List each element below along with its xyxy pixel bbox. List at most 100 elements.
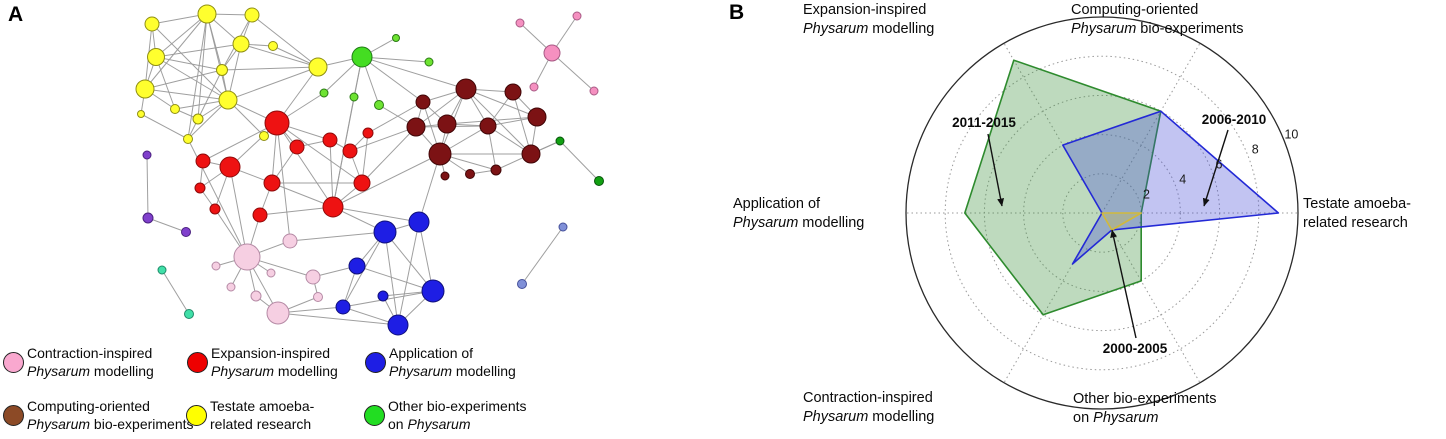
- network-node-computing: [490, 164, 502, 176]
- network-node-green_small: [374, 100, 384, 110]
- text-label: Application of: [733, 196, 821, 212]
- network-node-contraction: [226, 282, 236, 292]
- network-edge: [155, 56, 176, 110]
- network-node-testate: [170, 104, 180, 114]
- text-label: Testate amoeba-: [1303, 196, 1411, 212]
- network-node-application: [408, 211, 430, 233]
- network-node-pink_sat: [515, 18, 525, 28]
- annotation-label: 2000-2005: [1103, 341, 1168, 356]
- network-node-testate: [218, 90, 238, 110]
- network-edge: [465, 88, 532, 155]
- network-node-testate: [259, 131, 269, 141]
- network-edge: [276, 122, 363, 184]
- network-node-expansion: [289, 139, 305, 155]
- network-edge: [277, 312, 399, 326]
- network-edge: [418, 221, 434, 292]
- network-node-green_small: [349, 92, 359, 102]
- radar-spoke: [1101, 212, 1201, 383]
- network-node-green_small: [424, 57, 434, 67]
- network-node-contraction: [211, 261, 221, 271]
- text-label: Computing-oriented: [1071, 2, 1198, 18]
- network-node-teal: [157, 265, 167, 275]
- network-node-green_dark: [555, 136, 565, 146]
- network-node-expansion: [195, 153, 211, 169]
- panel-b-label: B: [729, 1, 745, 24]
- network-edge: [144, 69, 223, 90]
- network-node-contraction: [250, 290, 262, 302]
- network-node-expansion: [252, 207, 268, 223]
- radar-spoke: [1101, 43, 1201, 214]
- radar-tick-label: 2: [1143, 188, 1150, 202]
- annotation-label: 2006-2010: [1202, 112, 1267, 127]
- radar-tick-label: 4: [1179, 173, 1186, 187]
- network-node-computing: [437, 114, 457, 134]
- legend-color-dot: [186, 405, 207, 426]
- network-edge: [397, 221, 420, 326]
- network-edge: [332, 206, 420, 223]
- radar-outer-circle: [905, 16, 1299, 410]
- annotation-arrow: [1202, 129, 1229, 207]
- text-label: Expansion-inspired: [803, 2, 926, 18]
- network-node-application: [335, 299, 351, 315]
- network-node-computing: [527, 107, 547, 127]
- network-edge: [227, 66, 319, 101]
- text-label: related research: [1303, 215, 1408, 231]
- network-node-teal: [184, 309, 194, 319]
- network-edge: [361, 56, 430, 63]
- network-node-application: [348, 257, 366, 275]
- network-node-testate: [135, 79, 155, 99]
- radar-tick-label: 8: [1252, 143, 1259, 157]
- network-node-testate: [308, 57, 328, 77]
- legend-label: Other bio-experiments on Physarum: [388, 398, 527, 432]
- text-label: Physarum modelling: [803, 21, 934, 37]
- radar-gridline: [1023, 134, 1181, 292]
- legend-item-5: Other bio-experiments on Physarum: [364, 398, 527, 433]
- network-node-expansion: [342, 143, 358, 159]
- network-edge: [240, 43, 319, 68]
- network-node-pink_sat: [589, 86, 599, 96]
- network-node-testate: [192, 113, 204, 125]
- network-edge: [271, 182, 334, 208]
- text-label: Physarum bio-experiments: [1071, 21, 1243, 37]
- network-node-computing: [504, 83, 522, 101]
- network-node-testate: [197, 4, 217, 24]
- network-node-application: [421, 279, 445, 303]
- legend-color-dot: [365, 352, 386, 373]
- network-node-green_small: [392, 34, 400, 42]
- network-node-computing: [428, 142, 452, 166]
- network-node-expansion: [209, 203, 221, 215]
- radar-series-2000-2005: [1101, 212, 1142, 231]
- legend-item-4: Testate amoeba-related research: [186, 398, 314, 433]
- network-edge: [559, 140, 600, 182]
- network-node-application: [387, 314, 409, 336]
- legend-item-2: Application of Physarum modelling: [365, 345, 516, 380]
- network-node-contraction: [305, 269, 321, 285]
- network-edge: [521, 226, 564, 285]
- legend-label: Application of Physarum modelling: [389, 345, 516, 379]
- network-edge: [329, 139, 334, 208]
- legend-color-dot: [3, 352, 24, 373]
- network-node-testate: [216, 64, 228, 76]
- network-node-expansion: [263, 174, 281, 192]
- network-edge: [144, 13, 208, 90]
- network-edge: [197, 69, 223, 120]
- text-label: Other bio-experiments: [1073, 391, 1216, 407]
- network-node-computing: [406, 117, 426, 137]
- network-node-testate: [137, 110, 145, 118]
- radar-gridline: [944, 55, 1260, 371]
- legend-item-0: Contraction-inspired Physarum modelling: [3, 345, 154, 380]
- radar-series-2006-2010: [1062, 110, 1280, 265]
- network-node-green_dark: [594, 176, 604, 186]
- network-edge: [384, 231, 399, 326]
- legend-label: Expansion-inspired Physarum modelling: [211, 345, 338, 379]
- network-edge: [155, 56, 229, 101]
- radar-tick-label: 6: [1215, 158, 1222, 172]
- network-edge: [384, 231, 434, 292]
- network-edge: [155, 56, 223, 71]
- radar-tick-label: 10: [1284, 128, 1298, 142]
- network-node-green_big: [351, 46, 373, 68]
- network-edge: [151, 23, 229, 101]
- legend-color-dot: [364, 405, 385, 426]
- network-node-expansion: [322, 132, 338, 148]
